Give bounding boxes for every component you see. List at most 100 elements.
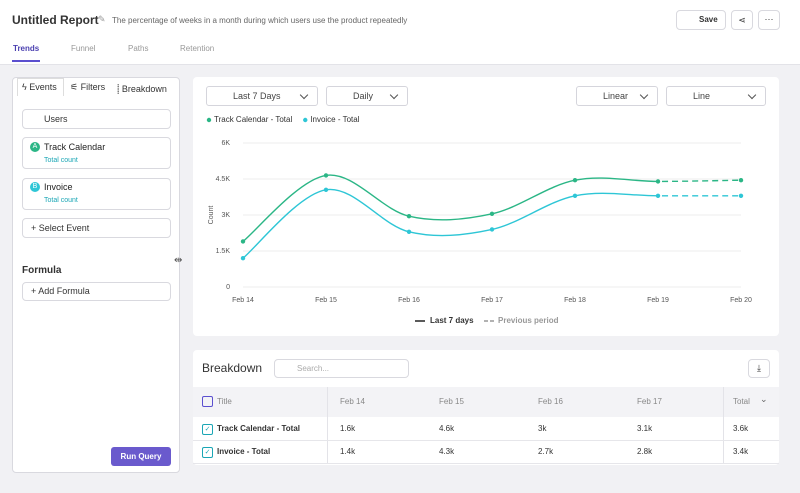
point	[240, 239, 246, 244]
column-header[interactable]: Feb 16	[538, 397, 563, 406]
label: Filters	[80, 82, 106, 92]
cell: 1.4k	[340, 447, 356, 456]
point	[323, 173, 329, 178]
point	[655, 193, 661, 198]
chart-panel	[193, 77, 779, 336]
column-header[interactable]: Feb 15	[439, 397, 464, 406]
event-name: Track Calendar	[44, 142, 106, 152]
legend-label: Track Calendar - Total	[214, 115, 292, 124]
column-divider	[327, 387, 328, 463]
column-divider	[723, 387, 724, 463]
cell: Invoice - Total	[217, 447, 271, 456]
x-tick-label: Feb 20	[730, 297, 752, 304]
add-formula[interactable]: + Add Formula	[22, 282, 171, 301]
x-tick-label: Feb 14	[232, 297, 254, 304]
sidebar-tab[interactable]: ϟ Events	[22, 82, 57, 92]
table-header	[193, 387, 779, 417]
point	[572, 178, 578, 183]
y-tick-label: 6K	[221, 140, 230, 147]
edit-icon[interactable]: ✎	[98, 14, 106, 24]
x-tick-label: Feb 19	[647, 297, 669, 304]
point	[738, 193, 744, 198]
point	[489, 227, 495, 232]
y-tick-label: 0	[226, 284, 230, 291]
cell: Track Calendar - Total	[217, 424, 300, 433]
x-tick-label: Feb 17	[481, 297, 503, 304]
y-tick-label: 4.5K	[216, 176, 231, 183]
header-checkbox[interactable]	[202, 396, 213, 407]
share-button[interactable]: ⋖	[731, 10, 753, 30]
badge: B	[30, 182, 40, 192]
event-card[interactable]	[22, 178, 171, 210]
tab[interactable]: Retention	[180, 44, 215, 53]
chart: 0 1.5K 3K 4.5K 6K Count Feb 14 Feb 15 Feb 16 Feb …	[206, 115, 752, 325]
tab-active-bg	[17, 78, 64, 96]
label: Select Event	[38, 223, 90, 233]
cell: 1.6k	[340, 424, 356, 433]
description: The percentage of weeks in a month durin…	[112, 16, 408, 25]
legend-dot	[206, 117, 212, 123]
cell: 3.4k	[733, 447, 749, 456]
sidebar-tab[interactable]: ⚟ Filters	[70, 82, 106, 92]
report-title[interactable]: Untitled Report	[12, 13, 99, 27]
event-name: Invoice	[44, 182, 73, 192]
search-input[interactable]: Search...	[274, 359, 409, 378]
cell: 3.1k	[637, 424, 653, 433]
tab[interactable]: Trends	[13, 44, 40, 53]
interval-dropdown[interactable]: Daily	[326, 86, 408, 106]
label: Breakdown	[121, 84, 167, 94]
y-axis-label: Count	[208, 206, 215, 225]
point	[738, 178, 744, 183]
x-tick-label: Feb 18	[564, 297, 586, 304]
row-checkbox[interactable]: ✓	[202, 447, 213, 458]
row-divider	[193, 440, 779, 441]
column-header[interactable]: Title	[217, 397, 232, 406]
style-dropdown[interactable]: Line	[666, 86, 766, 106]
tab[interactable]: Funnel	[71, 44, 96, 53]
save-button[interactable]: Save	[676, 10, 726, 30]
cell: 2.7k	[538, 447, 554, 456]
y-tick-label: 3K	[221, 212, 230, 219]
run-query-button[interactable]: Run Query	[111, 447, 171, 466]
cell: 4.3k	[439, 447, 455, 456]
column-header[interactable]: Feb 17	[637, 397, 662, 406]
badge: A	[30, 142, 40, 152]
cell: 4.6k	[439, 424, 455, 433]
event-card[interactable]	[22, 137, 171, 169]
tab[interactable]: Paths	[128, 44, 149, 53]
cell: 2.8k	[637, 447, 653, 456]
label: Add Formula	[38, 286, 90, 296]
series-line	[242, 188, 741, 259]
legend-period: Previous period	[498, 316, 559, 325]
point	[406, 214, 412, 219]
more-button[interactable]: ···	[758, 10, 780, 30]
x-tick-label: Feb 15	[315, 297, 337, 304]
legend-label: Invoice - Total	[310, 115, 359, 124]
point	[240, 256, 246, 261]
column-header[interactable]: Total	[733, 397, 750, 406]
label: Events	[29, 82, 57, 92]
legend-dot	[303, 117, 308, 123]
top-bar	[0, 0, 800, 65]
formula-title: Formula	[22, 265, 62, 276]
breakdown-title: Breakdown	[202, 361, 263, 375]
point	[323, 187, 329, 192]
select-event[interactable]: + Select Event	[22, 218, 171, 238]
users-field[interactable]: Users	[22, 109, 171, 129]
row-checkbox[interactable]: ✓	[202, 424, 213, 435]
resize-handle[interactable]: ⇹	[174, 255, 183, 266]
tab-underline	[12, 60, 40, 62]
y-tick-label: 1.5K	[216, 248, 231, 255]
range-dropdown[interactable]: Last 7 Days	[206, 86, 318, 106]
scale-dropdown[interactable]: Linear	[576, 86, 658, 106]
sidebar-tab[interactable]: ⸽ Breakdown	[117, 84, 167, 94]
sort-icon[interactable]: ⌄	[760, 394, 768, 404]
download-button[interactable]: ⤓	[748, 359, 770, 378]
column-header[interactable]: Feb 14	[340, 397, 365, 406]
event-sub: Total count	[44, 197, 78, 204]
point	[572, 193, 578, 198]
cell: 3.6k	[733, 424, 749, 433]
event-sub: Total count	[44, 157, 78, 164]
row-divider	[193, 463, 779, 464]
